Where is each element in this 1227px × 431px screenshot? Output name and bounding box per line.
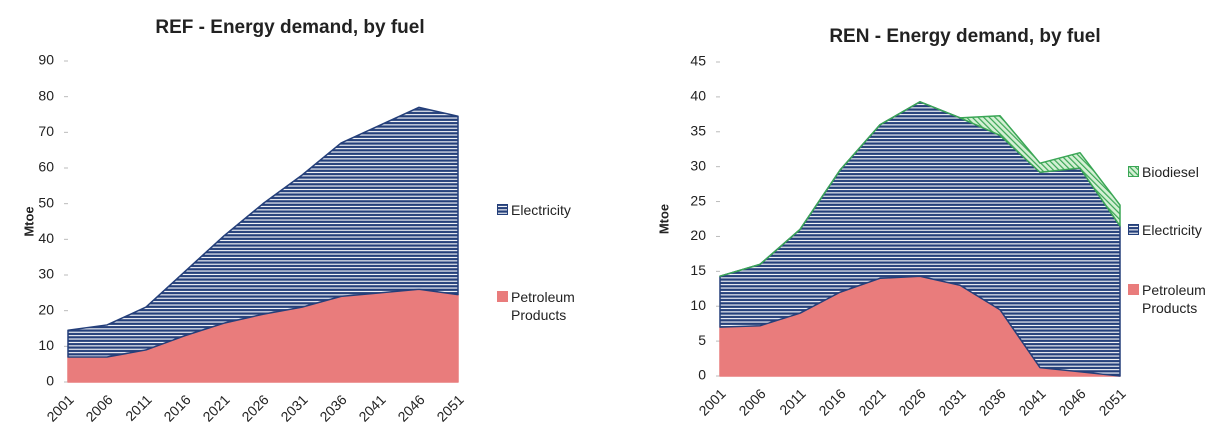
- x-tick-label: 2016: [160, 391, 193, 424]
- x-tick-label: 2051: [433, 391, 466, 424]
- y-tick-label: 10: [690, 297, 706, 313]
- chart-title: REF - Energy demand, by fuel: [155, 17, 424, 38]
- legend-swatch: [497, 291, 508, 302]
- y-tick-label: 30: [38, 266, 54, 282]
- legend-label: Electricity: [511, 202, 571, 218]
- legend-entry: Petroleum Products: [1128, 281, 1227, 317]
- x-tick-label: 2046: [394, 391, 427, 424]
- y-tick-label: 0: [698, 367, 706, 383]
- x-tick-label: 2041: [1015, 385, 1048, 418]
- x-tick-label: 2046: [1055, 385, 1088, 418]
- y-tick-label: 0: [46, 373, 54, 389]
- y-axis-title: Mtoe: [21, 206, 36, 236]
- y-tick-label: 15: [690, 262, 706, 278]
- legend-entry: Electricity: [1128, 221, 1227, 239]
- legend-swatch: [1128, 166, 1139, 177]
- x-tick-label: 2026: [895, 385, 928, 418]
- legend-entry: Petroleum Products: [497, 288, 597, 324]
- x-tick-label: 2036: [316, 391, 349, 424]
- legend-swatch: [497, 204, 508, 215]
- x-tick-label: 2051: [1095, 385, 1128, 418]
- y-tick-label: 35: [690, 122, 706, 138]
- legend-swatch: [1128, 284, 1139, 295]
- chart-title: REN - Energy demand, by fuel: [829, 26, 1100, 47]
- y-tick-label: 90: [38, 52, 54, 68]
- x-tick-label: 2021: [199, 391, 232, 424]
- x-tick-label: 2026: [238, 391, 271, 424]
- y-tick-label: 70: [38, 123, 54, 139]
- y-tick-label: 40: [38, 230, 54, 246]
- area: [67, 106, 459, 358]
- x-tick-label: 2031: [935, 385, 968, 418]
- legend-label: Biodiesel: [1142, 164, 1199, 180]
- y-tick-label: 40: [690, 88, 706, 104]
- y-axis-title: Mtoe: [656, 204, 671, 234]
- legend-label: Electricity: [1142, 222, 1202, 238]
- legend-label: Petroleum Products: [1142, 282, 1206, 316]
- legend-entry: Electricity: [497, 201, 597, 219]
- x-tick-label: 2031: [277, 391, 310, 424]
- x-tick-label: 2041: [355, 391, 388, 424]
- y-tick-label: 20: [38, 301, 54, 317]
- x-tick-label: 2016: [815, 385, 848, 418]
- legend-swatch: [1128, 224, 1139, 235]
- y-tick-label: 45: [690, 53, 706, 69]
- y-tick-label: 10: [38, 337, 54, 353]
- y-tick-label: 25: [690, 192, 706, 208]
- x-tick-label: 2001: [43, 391, 76, 424]
- y-tick-label: 30: [690, 157, 706, 173]
- y-tick-label: 5: [698, 332, 706, 348]
- x-tick-label: 2006: [82, 391, 115, 424]
- x-tick-label: 2021: [855, 385, 888, 418]
- x-tick-label: 2011: [776, 385, 809, 418]
- x-tick-label: 2001: [695, 385, 728, 418]
- legend-label: Petroleum Products: [511, 289, 575, 323]
- y-tick-label: 50: [38, 194, 54, 210]
- x-tick-label: 2006: [735, 385, 768, 418]
- x-tick-label: 2036: [975, 385, 1008, 418]
- area: [719, 101, 1121, 277]
- y-tick-label: 20: [690, 227, 706, 243]
- y-tick-label: 80: [38, 87, 54, 103]
- x-tick-label: 2011: [122, 391, 155, 424]
- legend-entry: Biodiesel: [1128, 163, 1227, 181]
- y-tick-label: 60: [38, 159, 54, 175]
